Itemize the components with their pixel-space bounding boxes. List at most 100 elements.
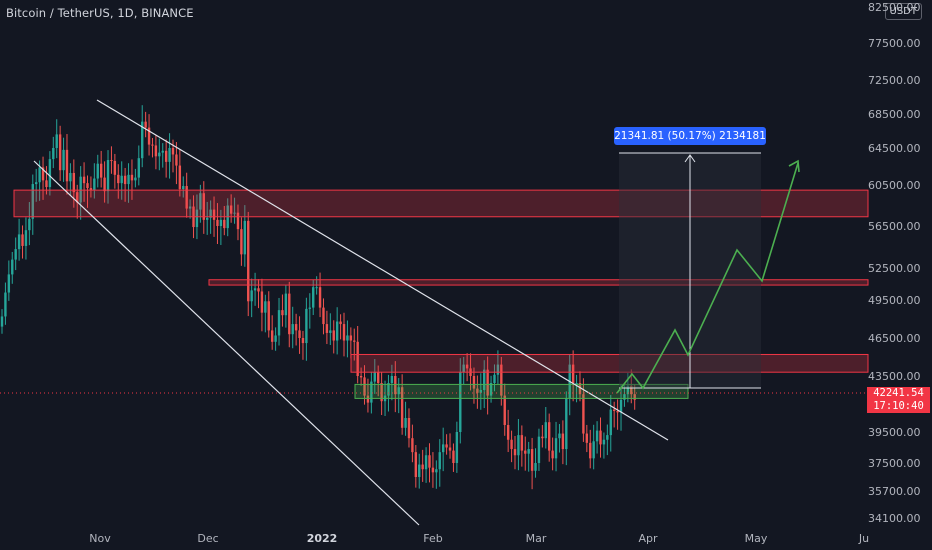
candle-body (513, 449, 517, 456)
candle-body (281, 310, 284, 316)
candle-body (38, 167, 41, 183)
candle-body (103, 177, 106, 192)
candle-body (270, 330, 274, 342)
candle-body (353, 340, 356, 342)
candle-body (394, 376, 397, 395)
candle-body (147, 127, 151, 145)
candle-body (585, 433, 589, 443)
candle-body (45, 180, 48, 188)
measure-arrow-head (684, 154, 696, 163)
candle-body (438, 452, 441, 470)
candle-body (65, 149, 69, 182)
candle-body (141, 121, 144, 159)
candle-body (171, 148, 175, 155)
candle-body (277, 310, 281, 336)
x-tick-label: Apr (638, 532, 658, 545)
candle-body (312, 287, 315, 308)
y-tick-label: 64500.00 (868, 142, 921, 155)
x-tick-label: May (745, 532, 768, 545)
candle-body (616, 411, 619, 413)
y-tick-label: 72500.00 (868, 74, 921, 87)
candle-body (373, 372, 376, 382)
candle-body (178, 165, 182, 190)
candle-body (154, 145, 158, 157)
zone-near-resistance (350, 353, 869, 373)
candle-body (89, 188, 93, 191)
y-tick-label: 35700.00 (868, 485, 921, 498)
x-tick-label: Mar (526, 532, 547, 545)
candle-body (571, 364, 575, 383)
y-tick-label: 49500.00 (868, 294, 921, 307)
candle-body (448, 447, 452, 451)
candle-body (21, 234, 24, 246)
candle-body (356, 341, 359, 376)
candle-body (472, 376, 476, 389)
candle-body (14, 249, 17, 260)
candle-body (223, 219, 226, 229)
candle-body (11, 259, 14, 275)
candle-body (404, 418, 407, 428)
candle-body (250, 290, 253, 302)
candle-body (541, 436, 544, 439)
y-tick-label: 39500.00 (868, 426, 921, 439)
candle-body (294, 324, 298, 331)
candle-body (332, 330, 335, 341)
candle-body (216, 219, 219, 226)
candle-body (41, 167, 45, 181)
candle-body (506, 425, 510, 440)
candle-body (288, 293, 291, 335)
candle-body (130, 174, 134, 181)
candle-body (548, 422, 551, 451)
candle-body (366, 395, 370, 403)
countdown-badge: 17:10:40 (867, 400, 930, 413)
candle-body (52, 148, 55, 160)
candle-body (435, 469, 438, 473)
candle-body (445, 444, 448, 448)
candle-body (633, 394, 636, 400)
candle-body (260, 291, 264, 313)
candle-body (520, 435, 524, 451)
candle-body (489, 383, 493, 396)
candle-body (127, 174, 130, 185)
candle-body (243, 220, 247, 255)
candle-body (599, 430, 602, 445)
candle-body (253, 288, 257, 291)
projection-path (616, 162, 799, 394)
candle-body (308, 307, 311, 309)
candles-layer (0, 105, 636, 490)
candle-body (421, 464, 424, 470)
candle-body (72, 172, 76, 193)
candle-body (202, 193, 205, 220)
candle-body (96, 163, 99, 179)
candle-body (561, 433, 565, 450)
candle-body (554, 438, 558, 459)
zones-layer (13, 189, 869, 399)
candle-body (120, 175, 123, 184)
candle-body (69, 172, 72, 182)
currency-button[interactable]: USDT (884, 3, 922, 20)
candle-body (493, 374, 496, 383)
candle-body (212, 209, 216, 220)
candle-body (558, 433, 561, 439)
zone-upper-resistance (13, 189, 869, 218)
candle-body (503, 395, 506, 425)
candle-body (123, 175, 127, 185)
candle-body (195, 209, 199, 228)
candle-body (267, 301, 270, 331)
candle-body (329, 330, 332, 333)
candle-body (414, 452, 418, 477)
candle-body (168, 148, 171, 162)
x-tick-label: Feb (423, 532, 442, 545)
candle-body (28, 218, 31, 231)
candle-body (4, 292, 7, 317)
candle-body (496, 364, 500, 375)
y-tick-label: 37500.00 (868, 457, 921, 470)
candle-body (86, 183, 89, 189)
candle-body (359, 376, 363, 378)
candle-body (476, 388, 479, 393)
candle-body (424, 455, 428, 470)
y-tick-label: 77500.00 (868, 37, 921, 50)
candle-body (530, 449, 534, 471)
candle-body (428, 455, 431, 468)
